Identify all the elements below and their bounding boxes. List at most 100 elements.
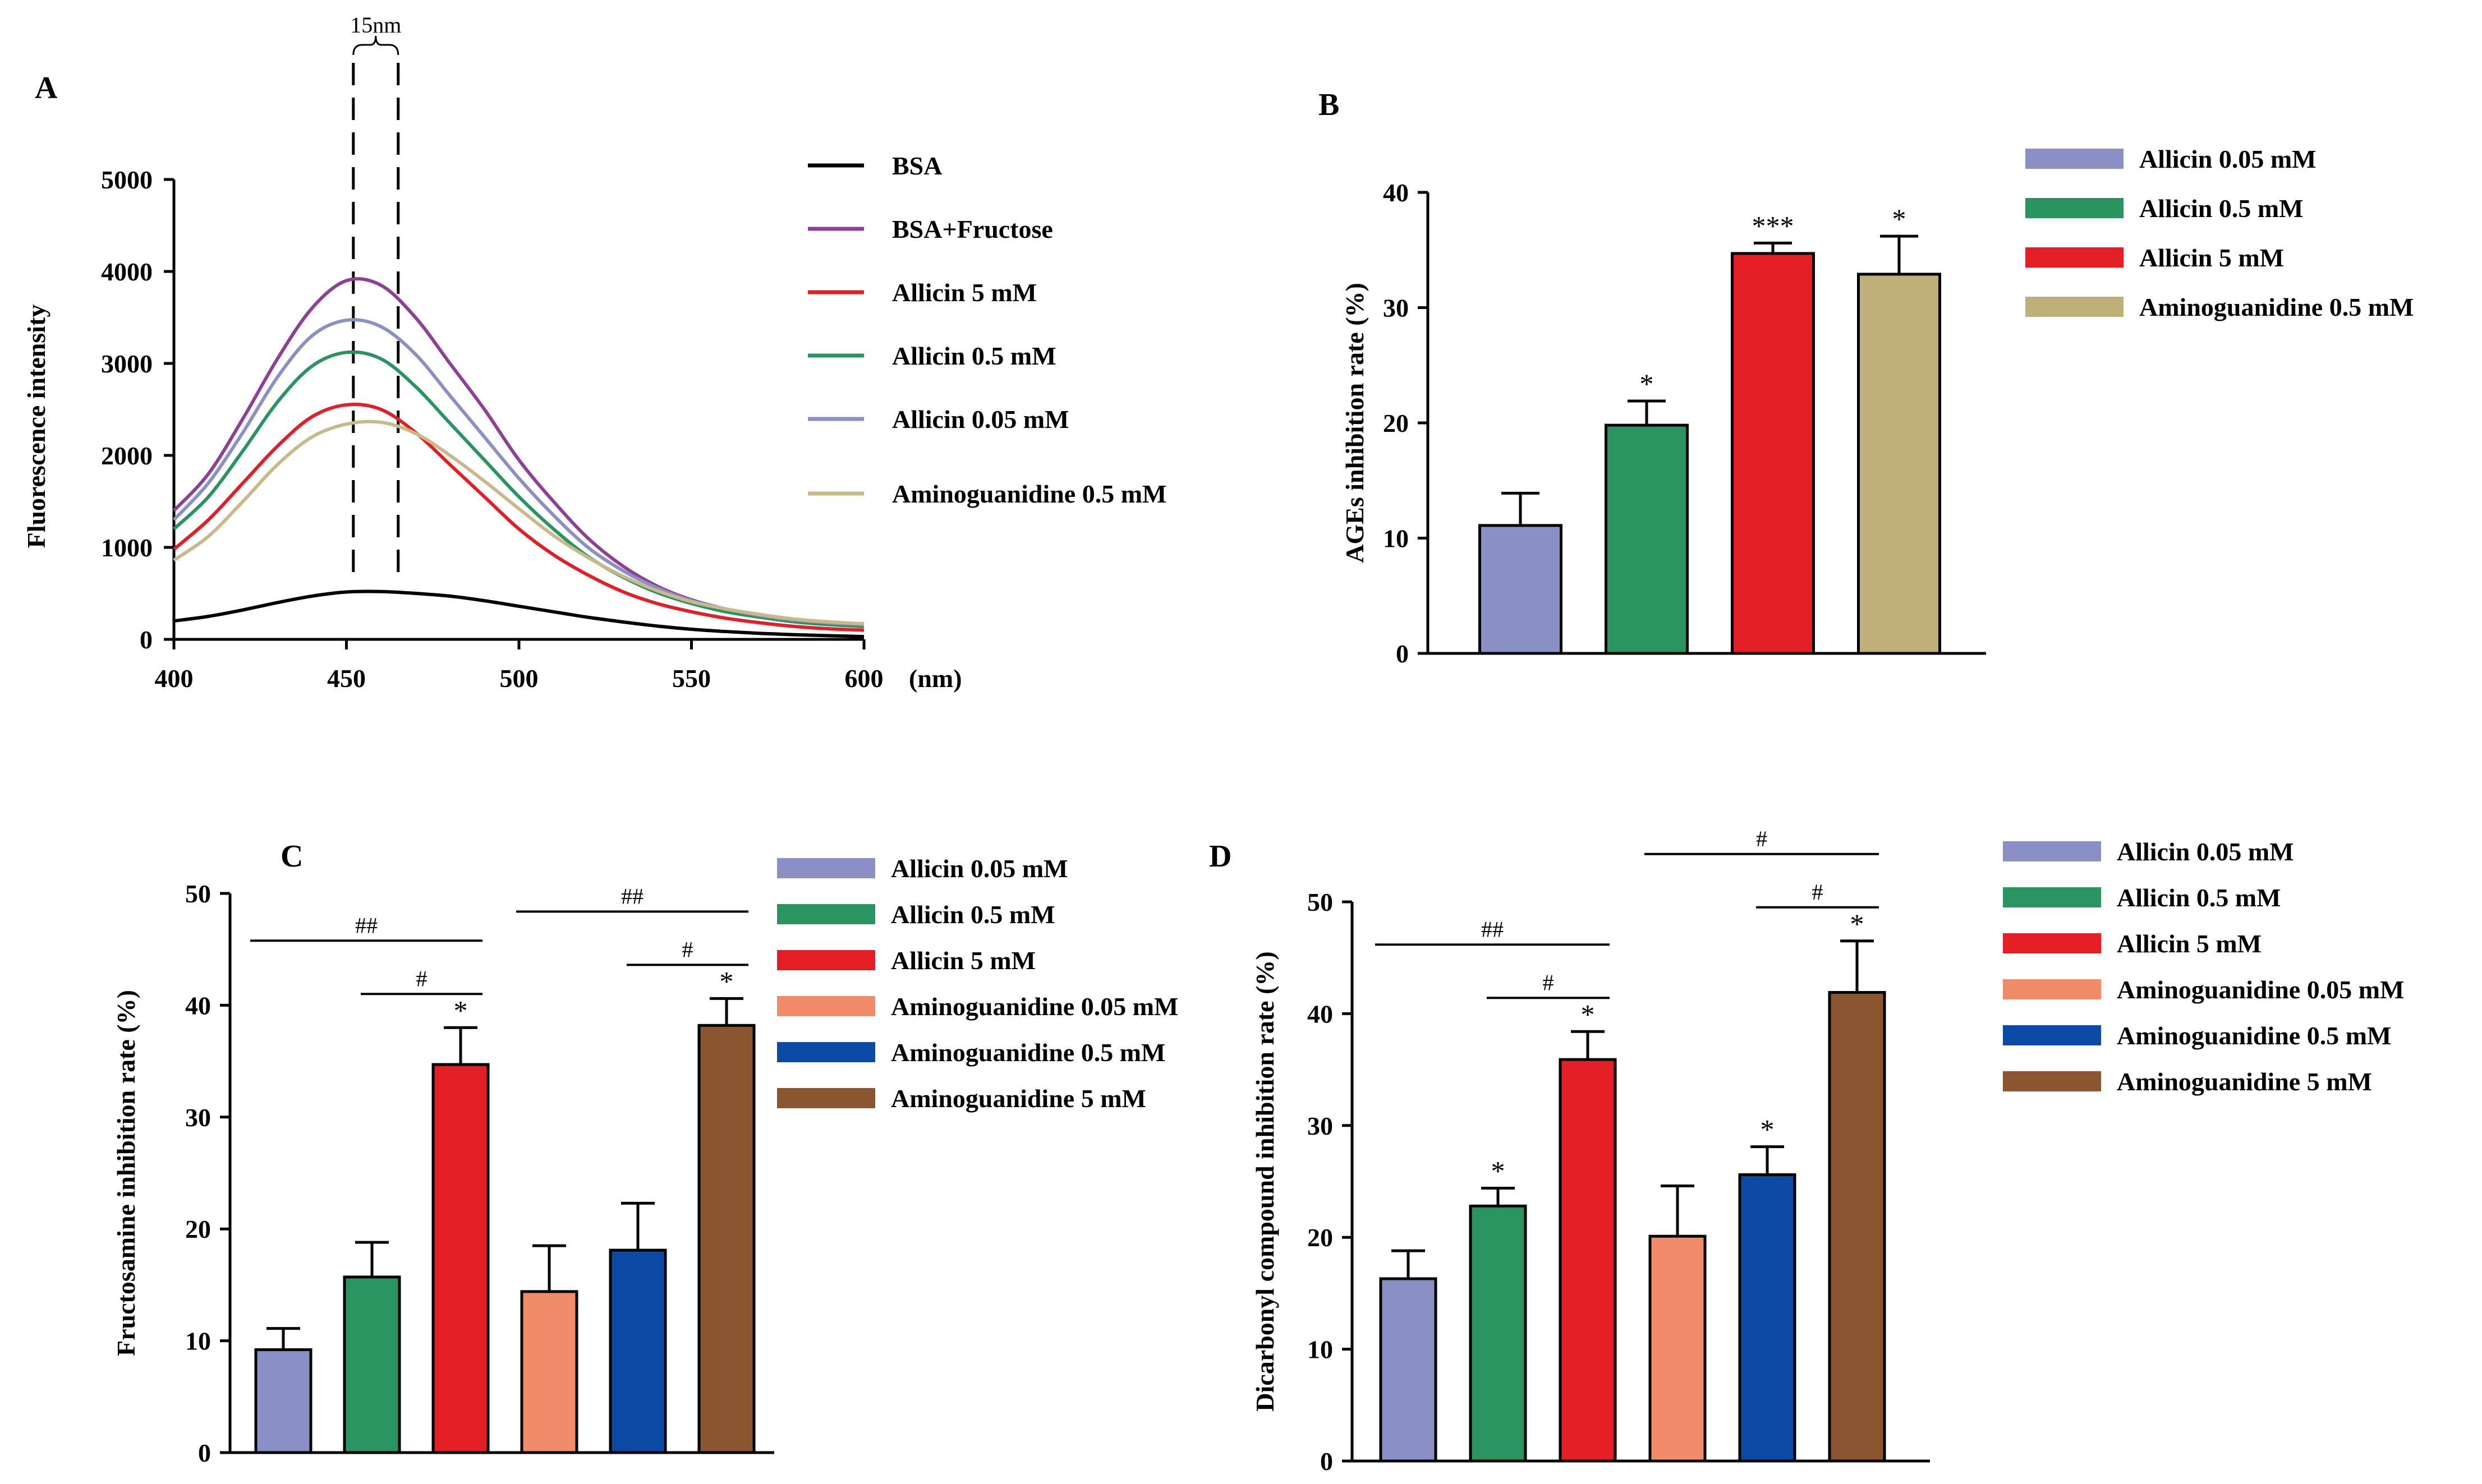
y-tick-label: 1000 <box>101 533 153 562</box>
legend-label-1: Allicin 0.5 mM <box>2139 194 2304 223</box>
legend-label-2: Allicin 5 mM <box>891 946 1036 975</box>
y-tick-label: 0 <box>140 625 153 654</box>
bar-0 <box>1478 524 1562 655</box>
legend-swatch-1 <box>777 904 875 924</box>
bar-4 <box>1738 1173 1796 1463</box>
legend-label-3: Allicin 0.5 mM <box>892 342 1056 370</box>
panel-c-bar-chart: 0 10 20 30 40 50 Fructosamine inhibition rate … <box>112 854 1178 1467</box>
y-tick-label: 10 <box>1307 1335 1333 1364</box>
significance-mark-2: * <box>1581 998 1595 1030</box>
series-line-0 <box>173 589 865 639</box>
y-tick-label: 30 <box>1383 294 1409 322</box>
bar-5 <box>697 1024 756 1454</box>
legend-label-1: BSA+Fructose <box>892 215 1053 243</box>
x-tick-label: 500 <box>500 664 539 693</box>
legend-swatch-5 <box>2003 1071 2101 1091</box>
x-tick-label: 450 <box>327 664 366 693</box>
legend-swatch-0 <box>777 858 875 878</box>
legend-label-3: Aminoguanidine 0.5 mM <box>2139 293 2414 321</box>
bar-3 <box>1857 273 1941 655</box>
legend-label-0: BSA <box>892 151 942 180</box>
y-tick-label: 40 <box>185 991 211 1020</box>
comparison-label-1: # <box>1543 970 1554 995</box>
bar-5 <box>1828 991 1886 1463</box>
legend-swatch-0 <box>2025 149 2124 169</box>
bar-1 <box>1469 1204 1527 1463</box>
legend-label-2: Allicin 5 mM <box>2117 929 2262 958</box>
bar-1 <box>343 1275 401 1454</box>
x-tick-label: 550 <box>672 664 711 693</box>
legend-label-1: Allicin 0.5 mM <box>891 900 1055 929</box>
x-axis-label: (nm) <box>909 664 962 693</box>
bar-3 <box>1648 1234 1707 1463</box>
series-line-5 <box>173 420 865 626</box>
y-tick-label: 2000 <box>101 441 153 470</box>
bar-2 <box>1559 1058 1617 1463</box>
y-tick-label: 0 <box>1396 639 1409 668</box>
bar-2 <box>1731 252 1815 655</box>
y-tick-label: 30 <box>185 1103 211 1132</box>
significance-mark-4: * <box>1761 1114 1775 1145</box>
series-line-3 <box>172 350 865 629</box>
comparison-label-2: # <box>1756 826 1767 851</box>
legend-swatch-3 <box>2025 297 2124 317</box>
significance-mark-3: * <box>1892 203 1906 234</box>
panel-letter-b: B <box>1318 87 1339 122</box>
legend-swatch-5 <box>777 1088 875 1108</box>
bar-3 <box>520 1290 578 1454</box>
legend-swatch-4 <box>777 1042 875 1062</box>
panel-letter-c: C <box>281 839 303 874</box>
significance-mark-5: * <box>720 965 734 997</box>
y-axis-label: AGEs inhibition rate (%) <box>1340 283 1369 563</box>
legend-swatch-2 <box>2025 247 2124 268</box>
y-tick-label: 20 <box>1383 409 1409 437</box>
y-tick-label: 0 <box>1320 1447 1333 1476</box>
y-tick-label: 3000 <box>101 349 153 378</box>
legend-label-0: Allicin 0.05 mM <box>891 854 1068 883</box>
y-tick-label: 10 <box>1383 524 1409 553</box>
panel-a-line-chart: 400 450 500 550 600 0 1000 2000 3000 4000 5000 (nm)… <box>22 12 1166 693</box>
significance-mark-1: * <box>1491 1155 1505 1186</box>
legend-swatch-2 <box>777 950 875 970</box>
significance-mark-2: * <box>454 994 468 1026</box>
legend-label-0: Allicin 0.05 mM <box>2117 837 2294 866</box>
comparison-label-3: # <box>682 937 693 962</box>
comparison-label-1: # <box>416 966 428 991</box>
legend-label-4: Allicin 0.05 mM <box>892 405 1069 434</box>
y-tick-label: 5000 <box>101 165 153 194</box>
y-tick-label: 50 <box>185 879 211 908</box>
bar-1 <box>1605 423 1689 655</box>
bar-0 <box>254 1348 312 1454</box>
y-tick-label: 40 <box>1383 178 1409 207</box>
peak-brace <box>352 35 399 56</box>
legend-label-1: Allicin 0.5 mM <box>2117 883 2281 912</box>
panel-letter-d: D <box>1209 839 1231 874</box>
significance-mark-1: * <box>1640 368 1654 399</box>
y-tick-label: 40 <box>1307 999 1333 1028</box>
y-tick-label: 20 <box>185 1215 211 1243</box>
comparison-label-0: ## <box>355 912 378 938</box>
legend-swatch-4 <box>2003 1025 2101 1045</box>
panel-d-bar-chart: 0 10 20 30 40 50 Dicarbonyl compound inhibitio… <box>1251 826 2404 1476</box>
bar-0 <box>1379 1277 1437 1463</box>
legend-label-3: Aminoguanidine 0.05 mM <box>2117 975 2404 1004</box>
legend-label-3: Aminoguanidine 0.05 mM <box>891 992 1178 1021</box>
legend-swatch-1 <box>2003 887 2101 907</box>
comparison-label-3: # <box>1812 879 1823 905</box>
y-axis-label: Dicarbonyl compound inhibition rate (%) <box>1251 951 1279 1411</box>
significance-mark-2: *** <box>1752 210 1794 241</box>
y-tick-label: 10 <box>185 1327 211 1356</box>
comparison-label-0: ## <box>1481 916 1504 942</box>
legend-label-2: Allicin 5 mM <box>2139 243 2284 272</box>
y-tick-label: 30 <box>1307 1112 1333 1140</box>
legend-label-5: Aminoguanidine 0.5 mM <box>892 480 1166 508</box>
x-tick-label: 400 <box>155 664 194 693</box>
y-tick-label: 0 <box>198 1439 211 1467</box>
legend-swatch-1 <box>2025 198 2124 218</box>
legend-swatch-3 <box>2003 979 2101 999</box>
x-tick-label: 600 <box>845 664 884 693</box>
legend-label-4: Aminoguanidine 0.5 mM <box>2117 1021 2391 1050</box>
legend-swatch-3 <box>777 996 875 1016</box>
bar-2 <box>431 1063 490 1454</box>
